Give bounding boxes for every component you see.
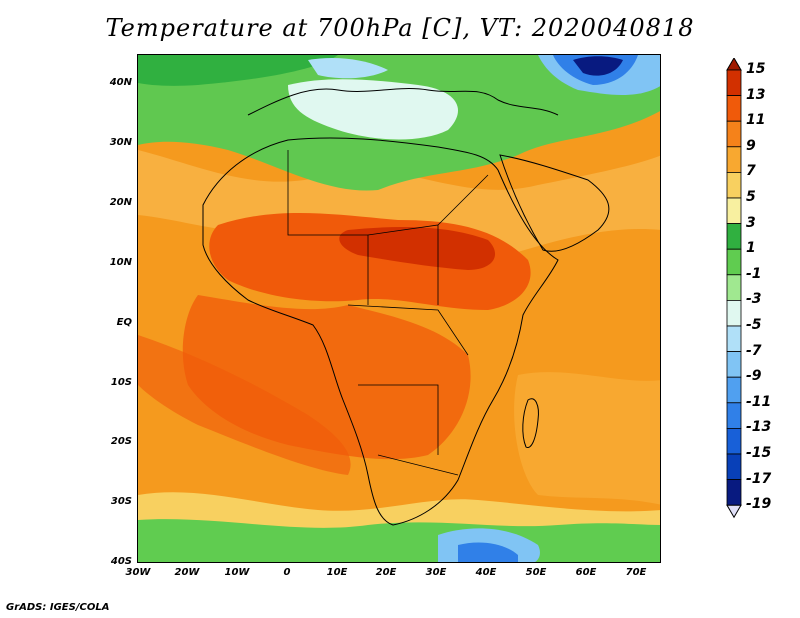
colorbar-tick-label: -15 bbox=[746, 445, 772, 461]
lat-tick-label: 20S bbox=[110, 436, 132, 447]
colorbar-tick-label: 3 bbox=[746, 214, 756, 231]
lon-tick-label: 40E bbox=[475, 567, 497, 578]
lat-tick-label: 40N bbox=[109, 77, 132, 88]
colorbar-tick-label: -1 bbox=[746, 265, 762, 282]
lon-tick-label: 30W bbox=[125, 567, 151, 578]
colorbar-swatch bbox=[726, 351, 742, 378]
colorbar-tick-label: -11 bbox=[746, 393, 772, 410]
europe-cool-patch bbox=[308, 58, 388, 79]
colorbar-tick-label: 13 bbox=[746, 86, 766, 103]
colorbar-swatch bbox=[726, 120, 742, 148]
colorbar-tick-label: -5 bbox=[746, 317, 762, 333]
colorbar-swatch bbox=[726, 197, 742, 225]
sahel-hottest-core bbox=[339, 227, 496, 270]
colorbar-tick-label: 15 bbox=[746, 61, 766, 77]
colorbar-swatch bbox=[726, 223, 742, 250]
lon-tick-label: 10E bbox=[326, 567, 348, 578]
south-cold-core bbox=[458, 542, 518, 562]
colorbar-tick-label: -3 bbox=[746, 291, 762, 308]
temperature-map bbox=[138, 55, 660, 562]
lat-tick-label: 40S bbox=[110, 556, 132, 567]
lon-tick-label: 50E bbox=[525, 567, 547, 578]
indian-ocean-band bbox=[514, 372, 660, 505]
colorbar-swatch bbox=[726, 248, 742, 276]
colorbar-swatch bbox=[726, 376, 742, 404]
lat-tick-label: 10N bbox=[109, 257, 132, 268]
colorbar bbox=[726, 58, 742, 519]
colorbar-swatch bbox=[726, 146, 742, 173]
south-green-band bbox=[138, 519, 660, 562]
colorbar-swatch bbox=[726, 479, 742, 506]
colorbar-tick-label: -19 bbox=[746, 496, 772, 513]
lon-tick-label: 20W bbox=[174, 567, 200, 578]
lon-tick-label: 10W bbox=[224, 567, 250, 578]
map-panel bbox=[137, 54, 661, 563]
colorbar-tick-label: -9 bbox=[746, 368, 762, 385]
lat-tick-label: 30N bbox=[109, 137, 132, 148]
colorbar-tick-label: -7 bbox=[746, 342, 762, 359]
colorbar-lower-arrow bbox=[726, 504, 742, 519]
arabia-outline bbox=[499, 154, 610, 252]
colorbar-swatch bbox=[726, 299, 742, 327]
lat-tick-label: EQ bbox=[116, 317, 132, 328]
credit-text: GrADS: IGES/COLA bbox=[6, 602, 110, 613]
country-borders bbox=[287, 150, 489, 476]
south-atlantic-warm bbox=[138, 335, 351, 475]
colorbar-swatch bbox=[726, 69, 742, 97]
lon-tick-label: 60E bbox=[575, 567, 597, 578]
colorbar-swatch bbox=[726, 325, 742, 353]
colorbar-swatch bbox=[726, 274, 742, 301]
lon-tick-label: 20E bbox=[375, 567, 397, 578]
lat-tick-label: 10S bbox=[110, 377, 132, 388]
lat-tick-label: 20N bbox=[109, 197, 132, 208]
colorbar-tick-label: 5 bbox=[746, 189, 756, 205]
madagascar-outline bbox=[522, 398, 539, 449]
europe-coastline bbox=[247, 88, 559, 116]
colorbar-tick-label: -13 bbox=[746, 419, 772, 436]
colorbar-tick-label: 7 bbox=[746, 163, 756, 180]
colorbar-tick-label: 11 bbox=[746, 112, 766, 129]
lon-tick-label: 0 bbox=[283, 567, 291, 578]
northeast-cold-core bbox=[573, 56, 623, 76]
colorbar-tick-label: -17 bbox=[746, 470, 772, 487]
lat-tick-label: 30S bbox=[110, 496, 132, 507]
colorbar-swatch bbox=[726, 172, 742, 199]
colorbar-swatch bbox=[726, 95, 742, 122]
colorbar-swatch bbox=[726, 427, 742, 455]
mediterranean-cool-zone bbox=[288, 79, 458, 140]
chart-title: Temperature at 700hPa [C], VT: 202004081… bbox=[105, 14, 695, 42]
africa-coastline bbox=[202, 137, 559, 526]
lon-tick-label: 70E bbox=[625, 567, 647, 578]
north-dark-green bbox=[138, 55, 338, 86]
lon-tick-label: 30E bbox=[425, 567, 447, 578]
colorbar-tick-label: 1 bbox=[746, 240, 756, 257]
colorbar-swatch bbox=[726, 453, 742, 481]
colorbar-tick-label: 9 bbox=[746, 137, 756, 154]
colorbar-swatch bbox=[726, 402, 742, 429]
colorbar-upper-arrow bbox=[726, 58, 742, 71]
